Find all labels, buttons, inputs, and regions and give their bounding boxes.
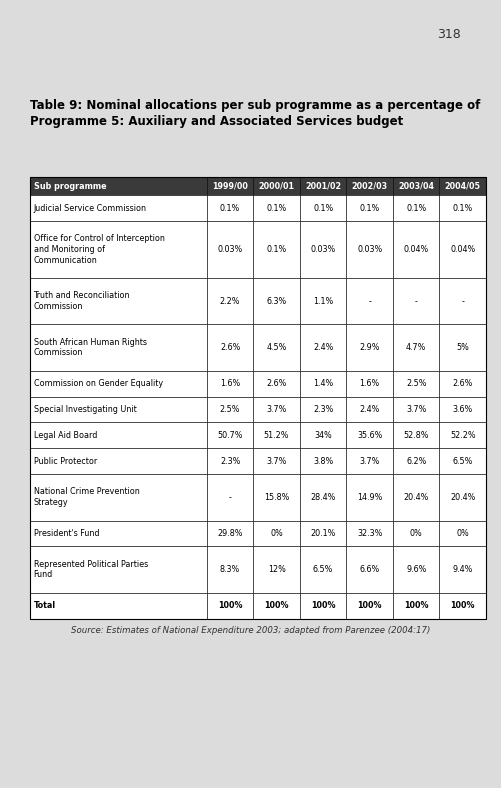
Text: 3.7%: 3.7% [267, 405, 287, 414]
Text: -: - [461, 296, 464, 306]
Text: 2.6%: 2.6% [267, 379, 287, 388]
Text: 2.5%: 2.5% [406, 379, 426, 388]
Text: 8.3%: 8.3% [220, 565, 240, 574]
Text: 2003/04: 2003/04 [398, 182, 434, 191]
Text: 5%: 5% [456, 343, 469, 352]
Text: 0.04%: 0.04% [404, 245, 429, 254]
Text: 2001/02: 2001/02 [305, 182, 341, 191]
Text: 0.1%: 0.1% [406, 204, 426, 213]
Text: 100%: 100% [357, 601, 382, 610]
Text: 6.6%: 6.6% [360, 565, 380, 574]
Text: Office for Control of Interception
and Monitoring of
Communication: Office for Control of Interception and M… [34, 234, 164, 265]
Text: Sub programme: Sub programme [34, 182, 106, 191]
Text: 1.1%: 1.1% [313, 296, 333, 306]
Text: -: - [228, 492, 231, 502]
Text: 51.2%: 51.2% [264, 431, 290, 440]
Text: 20.4%: 20.4% [403, 492, 429, 502]
Text: 32.3%: 32.3% [357, 529, 382, 538]
Text: 2.4%: 2.4% [360, 405, 380, 414]
Text: 100%: 100% [404, 601, 428, 610]
Text: 3.7%: 3.7% [360, 457, 380, 466]
Text: 2004/05: 2004/05 [445, 182, 480, 191]
Text: 35.6%: 35.6% [357, 431, 382, 440]
Text: Judicial Service Commission: Judicial Service Commission [34, 204, 147, 213]
Text: 2000/01: 2000/01 [259, 182, 295, 191]
Text: Public Protector: Public Protector [34, 457, 97, 466]
Text: Table 9: Nominal allocations per sub programme as a percentage of
Programme 5: A: Table 9: Nominal allocations per sub pro… [30, 98, 480, 128]
Text: 0.1%: 0.1% [267, 245, 287, 254]
Text: 4.7%: 4.7% [406, 343, 426, 352]
Text: 14.9%: 14.9% [357, 492, 382, 502]
Text: 0.03%: 0.03% [311, 245, 336, 254]
Text: 0%: 0% [410, 529, 422, 538]
Text: 4.5%: 4.5% [267, 343, 287, 352]
Text: 3.7%: 3.7% [267, 457, 287, 466]
Text: 15.8%: 15.8% [264, 492, 289, 502]
Text: 20.4%: 20.4% [450, 492, 475, 502]
Text: 318: 318 [437, 28, 461, 40]
Text: Truth and Reconciliation
Commission: Truth and Reconciliation Commission [34, 292, 130, 311]
Text: 100%: 100% [311, 601, 335, 610]
Text: 2.4%: 2.4% [313, 343, 333, 352]
Text: 0.1%: 0.1% [267, 204, 287, 213]
Text: 1.4%: 1.4% [313, 379, 333, 388]
Text: 9.4%: 9.4% [452, 565, 473, 574]
Text: President's Fund: President's Fund [34, 529, 99, 538]
Text: 2.3%: 2.3% [220, 457, 240, 466]
Text: 1.6%: 1.6% [360, 379, 380, 388]
Text: Commission on Gender Equality: Commission on Gender Equality [34, 379, 163, 388]
Text: 2.3%: 2.3% [313, 405, 333, 414]
Text: Total: Total [34, 601, 56, 610]
Text: 0.1%: 0.1% [313, 204, 333, 213]
Text: 0.1%: 0.1% [452, 204, 473, 213]
Text: 2.9%: 2.9% [359, 343, 380, 352]
Text: South African Human Rights
Commission: South African Human Rights Commission [34, 338, 147, 358]
Text: 50.7%: 50.7% [217, 431, 243, 440]
Text: 0%: 0% [270, 529, 283, 538]
Text: 52.2%: 52.2% [450, 431, 475, 440]
Text: 0.03%: 0.03% [357, 245, 382, 254]
Text: 2.2%: 2.2% [220, 296, 240, 306]
Text: 2.6%: 2.6% [220, 343, 240, 352]
Text: -: - [368, 296, 371, 306]
Text: 2.5%: 2.5% [220, 405, 240, 414]
Text: 3.6%: 3.6% [452, 405, 473, 414]
Text: 34%: 34% [314, 431, 332, 440]
Text: 0.1%: 0.1% [220, 204, 240, 213]
Text: 52.8%: 52.8% [403, 431, 429, 440]
Text: 6.2%: 6.2% [406, 457, 426, 466]
Text: 6.5%: 6.5% [313, 565, 333, 574]
Text: 29.8%: 29.8% [217, 529, 243, 538]
Text: 9.6%: 9.6% [406, 565, 426, 574]
Text: 2.6%: 2.6% [452, 379, 473, 388]
Text: Legal Aid Board: Legal Aid Board [34, 431, 97, 440]
Text: 100%: 100% [218, 601, 242, 610]
Text: 0.03%: 0.03% [217, 245, 242, 254]
Text: 6.5%: 6.5% [452, 457, 473, 466]
Text: 1.6%: 1.6% [220, 379, 240, 388]
Text: 0.1%: 0.1% [360, 204, 380, 213]
Text: 3.8%: 3.8% [313, 457, 333, 466]
Text: National Crime Prevention
Strategy: National Crime Prevention Strategy [34, 488, 139, 507]
Text: 6.3%: 6.3% [267, 296, 287, 306]
Text: 2002/03: 2002/03 [352, 182, 388, 191]
Text: 28.4%: 28.4% [311, 492, 336, 502]
Text: 100%: 100% [265, 601, 289, 610]
Text: 0%: 0% [456, 529, 469, 538]
Text: 0.04%: 0.04% [450, 245, 475, 254]
Text: -: - [415, 296, 418, 306]
Text: 12%: 12% [268, 565, 286, 574]
Text: Represented Political Parties
Fund: Represented Political Parties Fund [34, 559, 148, 579]
Text: 100%: 100% [450, 601, 475, 610]
Text: Source: Estimates of National Expenditure 2003; adapted from Parenzee (2004:17): Source: Estimates of National Expenditur… [71, 626, 430, 635]
Text: 3.7%: 3.7% [406, 405, 426, 414]
Text: 20.1%: 20.1% [311, 529, 336, 538]
Text: Special Investigating Unit: Special Investigating Unit [34, 405, 136, 414]
Text: 1999/00: 1999/00 [212, 182, 248, 191]
